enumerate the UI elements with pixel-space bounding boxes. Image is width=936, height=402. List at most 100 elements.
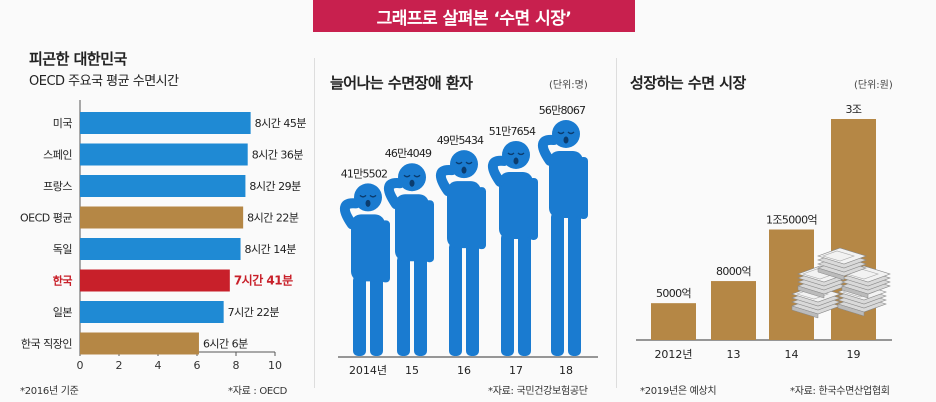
- figure-leg: [568, 212, 581, 356]
- bar: [80, 206, 244, 229]
- figure-leg: [414, 255, 427, 356]
- bar: [80, 175, 246, 197]
- right-panel-source: *자료: 한국수면산업협회: [790, 386, 890, 397]
- figure-eyes: [359, 194, 377, 198]
- figure-leg: [551, 212, 564, 356]
- category-label: 19: [847, 348, 861, 361]
- left-panel-subtitle: OECD 주요국 평균 수면시간: [29, 74, 179, 89]
- figure-mouth: [563, 136, 569, 144]
- money-stack-icon: [791, 247, 891, 319]
- x-tick-label: 10: [268, 359, 282, 372]
- figure-head: [450, 150, 478, 179]
- left-panel-note: *2016년 기준: [20, 386, 79, 397]
- figure-arm: [340, 198, 361, 230]
- banner-title: 그래프로 살펴본 ‘수면 시장’: [313, 0, 635, 32]
- data-label: 8시간 14분: [245, 243, 297, 256]
- figure-leg: [501, 232, 514, 356]
- category-label: 한국 직장인: [21, 338, 72, 351]
- middle-panel-title: 늘어나는 수면장애 환자: [330, 74, 473, 92]
- x-tick-label: 0: [77, 359, 84, 372]
- category-label: 18: [559, 364, 573, 377]
- category-label: 2012년: [654, 348, 692, 361]
- figure-torso: [351, 214, 385, 282]
- bar: [80, 332, 199, 355]
- figure-head: [354, 183, 382, 212]
- category-label: 2014년: [349, 364, 387, 377]
- figure-mouth: [513, 157, 519, 165]
- bar: [80, 112, 251, 134]
- figure-eyes: [403, 174, 421, 178]
- data-label: 49만5434: [437, 134, 484, 147]
- category-label: 15: [405, 364, 419, 377]
- figure-leg: [466, 242, 479, 356]
- right-panel-unit: (단위:원): [854, 80, 893, 91]
- figure-leg: [370, 275, 383, 356]
- x-tick-label: 2: [116, 359, 123, 372]
- patient-figure: [384, 163, 434, 356]
- category-label: 미국: [53, 117, 73, 130]
- left-panel-source: *자료 : OECD: [228, 386, 287, 397]
- figure-torso: [395, 194, 429, 262]
- x-tick-label: 4: [155, 359, 162, 372]
- figure-leg: [397, 255, 410, 356]
- category-label: 일본: [53, 305, 73, 319]
- bar: [651, 303, 696, 340]
- data-label: 1조5000억: [766, 214, 817, 227]
- data-label: 46만4049: [385, 147, 432, 160]
- data-label: 3조: [846, 103, 862, 116]
- patient-figure: [340, 183, 390, 356]
- middle-panel-unit: (단위:명): [549, 80, 588, 91]
- figure-leg: [518, 232, 531, 356]
- figure-arm: [381, 220, 390, 283]
- data-label: 8000억: [716, 265, 751, 278]
- bar: [711, 281, 756, 340]
- figure-eyes: [455, 161, 473, 165]
- figure-leg: [449, 242, 462, 356]
- figure-mouth: [365, 199, 371, 207]
- figure-arm: [425, 200, 434, 263]
- figure-arm: [579, 157, 588, 219]
- data-label: 8시간 36분: [252, 149, 304, 162]
- right-panel-note: *2019년은 예상치: [640, 386, 717, 397]
- data-label: 51만7654: [489, 125, 536, 138]
- figure-torso: [447, 181, 481, 249]
- category-label: 16: [457, 364, 471, 377]
- figure-mouth: [409, 179, 415, 187]
- category-label: 프랑스: [43, 180, 72, 193]
- figure-arm: [529, 177, 538, 240]
- data-label: 7시간 41분: [234, 273, 293, 288]
- x-tick-label: 6: [194, 359, 201, 372]
- data-label: 56만8067: [539, 104, 586, 117]
- figure-arm: [384, 178, 405, 210]
- figure-eyes: [507, 152, 525, 156]
- data-label: 7시간 22분: [228, 306, 280, 319]
- bar: [80, 238, 241, 260]
- category-label: 한국: [53, 274, 73, 288]
- divider: [314, 58, 315, 388]
- bar: [80, 143, 248, 166]
- patient-figure: [488, 140, 538, 356]
- data-label: 8시간 22분: [247, 212, 299, 225]
- middle-panel-source: *자료: 국민건강보험공단: [488, 386, 588, 397]
- figure-head: [502, 140, 530, 169]
- category-label: 독일: [53, 242, 73, 256]
- figure-arm: [436, 165, 457, 197]
- data-label: 8시간 45분: [255, 117, 307, 130]
- figure-arm: [477, 187, 486, 250]
- data-label: 5000억: [656, 287, 691, 300]
- figure-arm: [488, 155, 509, 187]
- figure-leg: [353, 275, 366, 356]
- figure-head: [398, 163, 426, 192]
- data-label: 6시간 6분: [203, 338, 248, 351]
- right-panel-title: 성장하는 수면 시장: [630, 74, 746, 92]
- bar: [80, 301, 224, 323]
- patient-figure: [538, 120, 588, 356]
- left-panel-title: 피곤한 대한민국: [29, 50, 127, 68]
- figure-eyes: [557, 131, 575, 135]
- figure-arm: [538, 134, 559, 166]
- data-label: 41만5502: [341, 167, 388, 180]
- figure-torso: [499, 171, 533, 239]
